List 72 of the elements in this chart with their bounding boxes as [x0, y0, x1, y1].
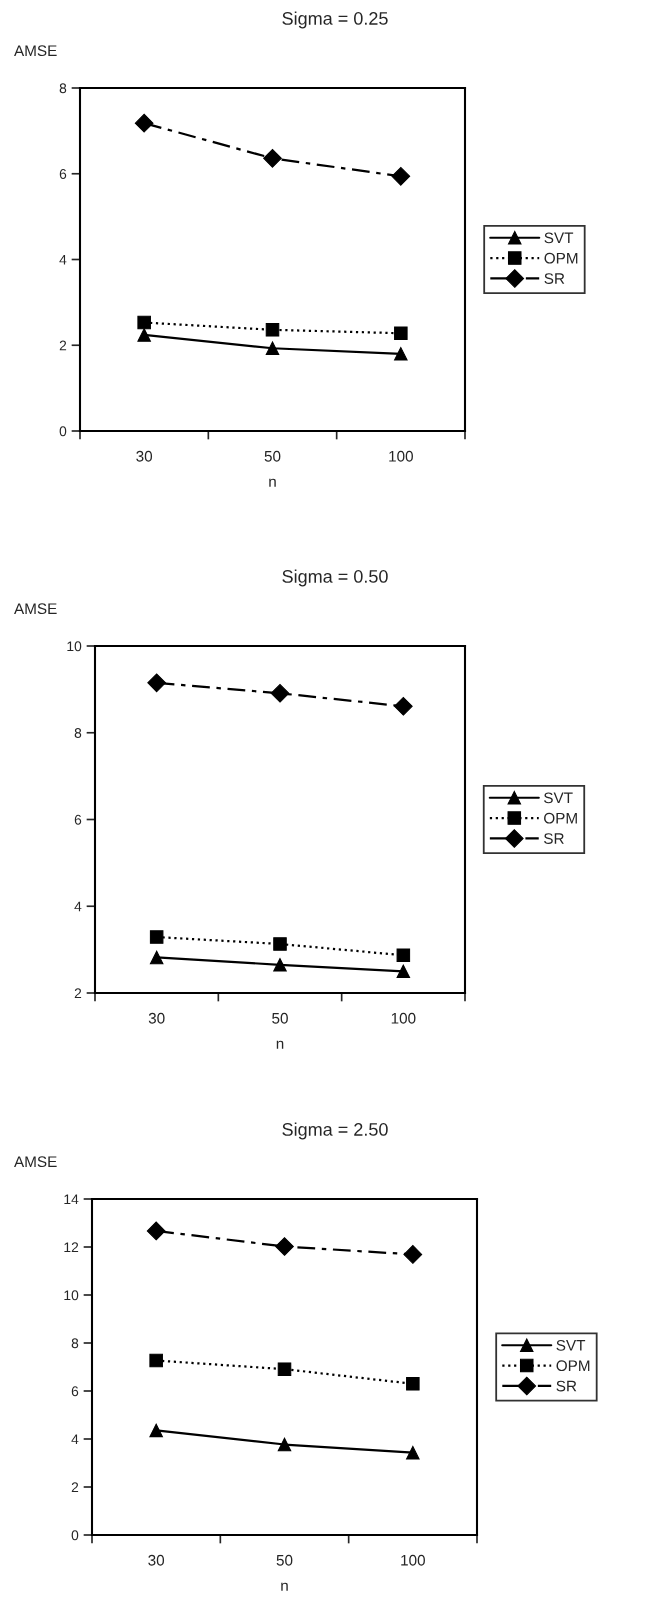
legend-label: SVT [556, 1339, 586, 1351]
y-axis-title: AMSE [14, 1156, 57, 1168]
point [137, 315, 151, 330]
y-tick-label: 4 [71, 1434, 79, 1445]
point [391, 166, 411, 186]
y-tick-label: 8 [59, 83, 67, 94]
point [396, 948, 411, 963]
chart-title: Sigma = 2.50 [282, 1122, 388, 1140]
y-tick-label: 6 [71, 1386, 79, 1397]
point [403, 1245, 423, 1264]
y-tick-label: 0 [59, 426, 67, 437]
x-tick-label: 50 [272, 1012, 288, 1024]
x-tick-label: 50 [276, 1554, 293, 1566]
chart-title: Sigma = 0.25 [282, 11, 388, 29]
y-tick-label: 4 [59, 254, 67, 265]
point [270, 683, 290, 703]
y-axis-title: AMSE [14, 45, 57, 57]
point [393, 696, 413, 716]
legend-label: SVT [544, 232, 574, 244]
point [149, 1423, 163, 1438]
y-tick-label: 2 [59, 340, 67, 351]
y-tick-label: 8 [74, 728, 82, 738]
legend-label: SR [544, 273, 565, 284]
x-tick-label: 100 [391, 1012, 416, 1024]
point [273, 958, 287, 972]
legend-label: SR [556, 1380, 577, 1392]
x-axis-title: n [269, 478, 276, 487]
legend-label: OPM [556, 1360, 590, 1372]
point [396, 964, 411, 979]
x-tick-label: 100 [389, 450, 413, 462]
point [265, 341, 280, 356]
legend-label: OPM [544, 252, 578, 264]
y-tick-label: 12 [64, 1242, 79, 1253]
x-tick-label: 30 [148, 1012, 165, 1024]
y-tick-label: 4 [74, 901, 82, 912]
x-axis-title: n [281, 1582, 288, 1591]
y-tick-label: 0 [71, 1530, 79, 1541]
x-tick-label: 30 [148, 1554, 165, 1566]
y-tick-label: 6 [59, 169, 67, 179]
point [273, 937, 287, 951]
y-axis-title: AMSE [14, 603, 57, 615]
point [137, 328, 151, 342]
y-tick-label: 8 [71, 1338, 79, 1349]
legend-label: SR [544, 833, 564, 844]
y-tick-label: 6 [74, 814, 82, 825]
y-tick-label: 2 [74, 988, 82, 999]
y-tick-label: 2 [71, 1482, 79, 1493]
point [149, 1353, 163, 1368]
point [134, 113, 154, 133]
point [406, 1377, 420, 1391]
point [394, 326, 408, 341]
y-tick-label: 10 [64, 1290, 79, 1301]
point [146, 1221, 166, 1241]
chart-title: Sigma = 0.50 [282, 569, 388, 587]
legend-label: OPM [544, 812, 577, 824]
point [275, 1237, 294, 1256]
point [406, 1445, 420, 1460]
x-axis-title: n [276, 1040, 284, 1049]
legend-label: SVT [544, 792, 573, 804]
point [149, 950, 164, 965]
point [277, 1362, 292, 1376]
point [265, 323, 280, 337]
x-tick-label: 100 [401, 1554, 425, 1566]
point [263, 148, 282, 168]
x-tick-label: 30 [136, 450, 153, 462]
point [149, 930, 164, 944]
x-tick-label: 50 [264, 450, 281, 462]
y-tick-label: 14 [64, 1194, 79, 1205]
point [147, 673, 167, 693]
point [277, 1437, 292, 1452]
point [394, 347, 408, 361]
y-tick-label: 10 [67, 641, 82, 652]
